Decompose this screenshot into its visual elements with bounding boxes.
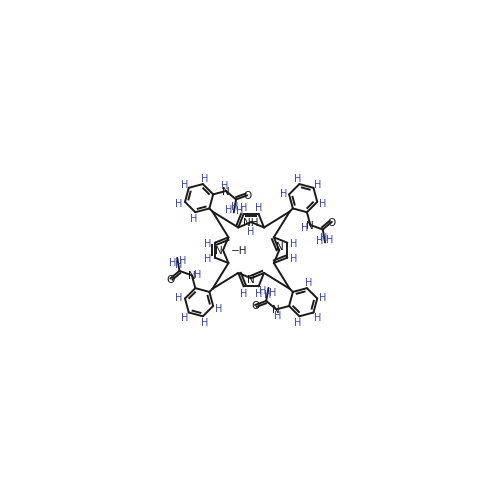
Text: H: H [255, 203, 262, 213]
Text: N: N [215, 245, 222, 256]
Text: H: H [314, 179, 321, 189]
Text: H: H [274, 311, 282, 321]
Text: H: H [294, 174, 301, 184]
Text: H: H [305, 278, 312, 287]
Text: H: H [270, 287, 277, 297]
Text: H: H [169, 257, 176, 267]
Text: H: H [220, 181, 228, 191]
Text: H: H [240, 203, 247, 213]
Text: H: H [174, 259, 182, 269]
Text: H: H [247, 226, 255, 236]
Text: N: N [188, 271, 196, 281]
Text: −H: −H [231, 245, 247, 256]
Text: H: H [194, 269, 201, 279]
Text: H: H [190, 214, 197, 224]
Text: NH: NH [244, 218, 259, 227]
Text: H: H [225, 204, 233, 214]
Text: H: H [279, 188, 287, 199]
Text: H: H [264, 289, 271, 299]
Text: H: H [204, 253, 212, 263]
Text: H: H [175, 199, 183, 209]
Text: H: H [259, 285, 267, 295]
Text: H: H [216, 303, 223, 313]
Text: N: N [247, 274, 255, 284]
Text: H: H [204, 238, 212, 248]
Text: N: N [272, 305, 280, 315]
Text: H: H [179, 255, 187, 265]
Text: H: H [231, 202, 239, 212]
Text: H: H [240, 288, 247, 298]
Text: H: H [326, 234, 333, 244]
Text: H: H [255, 288, 262, 298]
Text: H: H [319, 199, 327, 209]
Text: H: H [291, 253, 298, 263]
Text: N: N [276, 241, 283, 251]
Text: N: N [222, 186, 230, 197]
Text: H: H [314, 312, 321, 322]
Text: H: H [301, 222, 308, 232]
Text: H: H [294, 318, 301, 327]
Text: H: H [320, 232, 328, 242]
Text: H: H [175, 292, 183, 302]
Text: O: O [243, 191, 251, 201]
Text: H: H [316, 236, 323, 246]
Text: H: H [319, 292, 327, 302]
Text: O: O [328, 218, 336, 227]
Text: H: H [201, 318, 208, 327]
Text: H: H [181, 179, 188, 189]
Text: H: H [201, 174, 208, 184]
Text: H: H [291, 238, 298, 248]
Text: O: O [166, 274, 174, 284]
Text: H: H [236, 206, 243, 216]
Text: H: H [181, 312, 188, 322]
Text: O: O [251, 301, 259, 310]
Text: N: N [306, 221, 314, 230]
